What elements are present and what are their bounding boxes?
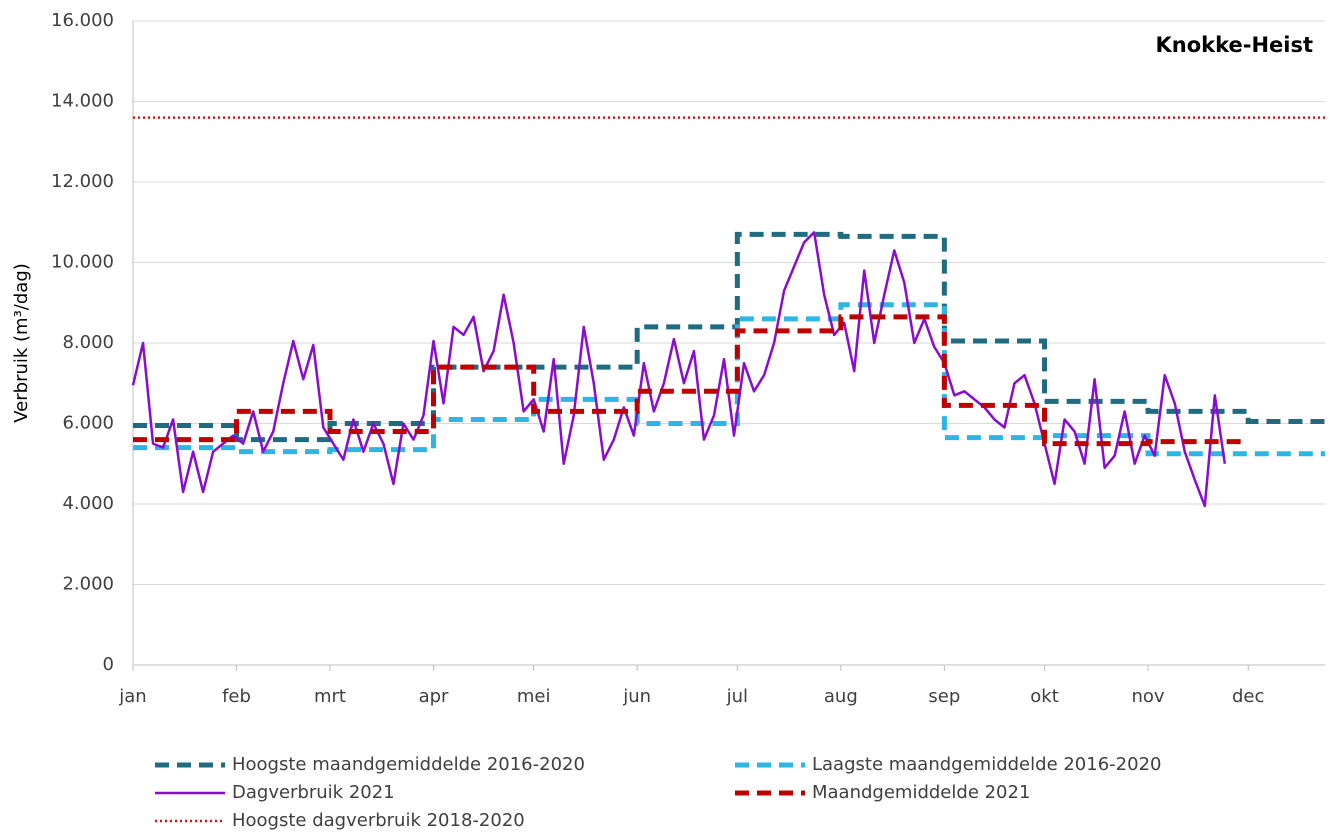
x-tick-label: dec <box>1232 686 1264 707</box>
y-tick-label: 6.000 <box>62 413 114 434</box>
y-tick-label: 2.000 <box>62 574 114 595</box>
legend-label: Laagste maandgemiddelde 2016-2020 <box>812 754 1161 775</box>
y-tick-label: 8.000 <box>62 332 114 353</box>
x-tick-label: jul <box>726 686 748 707</box>
step-line <box>133 302 1325 457</box>
x-tick-label: mrt <box>314 686 346 707</box>
x-tick-label: okt <box>1030 686 1059 707</box>
x-tick-label: jan <box>118 686 146 707</box>
x-tick-label: nov <box>1131 686 1164 707</box>
y-tick-label: 14.000 <box>51 91 114 112</box>
y-tick-label: 16.000 <box>51 10 114 31</box>
y-tick-label: 4.000 <box>62 493 114 514</box>
y-tick-label: 12.000 <box>51 171 114 192</box>
step-line <box>133 314 1249 447</box>
legend-label: Hoogste dagverbruik 2018-2020 <box>232 810 525 831</box>
x-tick-label: apr <box>419 686 449 707</box>
y-tick-label: 10.000 <box>51 252 114 273</box>
step-line <box>133 231 1325 443</box>
x-tick-label: sep <box>928 686 960 707</box>
x-tick-label: jun <box>622 686 651 707</box>
y-axis-label: Verbruik (m³/dag) <box>11 263 32 423</box>
y-tick-label: 0 <box>103 654 114 675</box>
legend-label: Dagverbruik 2021 <box>232 782 395 803</box>
chart-title: Knokke-Heist <box>1155 33 1313 57</box>
x-tick-label: mei <box>517 686 551 707</box>
x-tick-label: aug <box>824 686 858 707</box>
x-tick-label: feb <box>222 686 251 707</box>
legend-label: Hoogste maandgemiddelde 2016-2020 <box>232 754 585 775</box>
daily-line <box>131 231 1227 508</box>
legend-label: Maandgemiddelde 2021 <box>812 782 1030 803</box>
